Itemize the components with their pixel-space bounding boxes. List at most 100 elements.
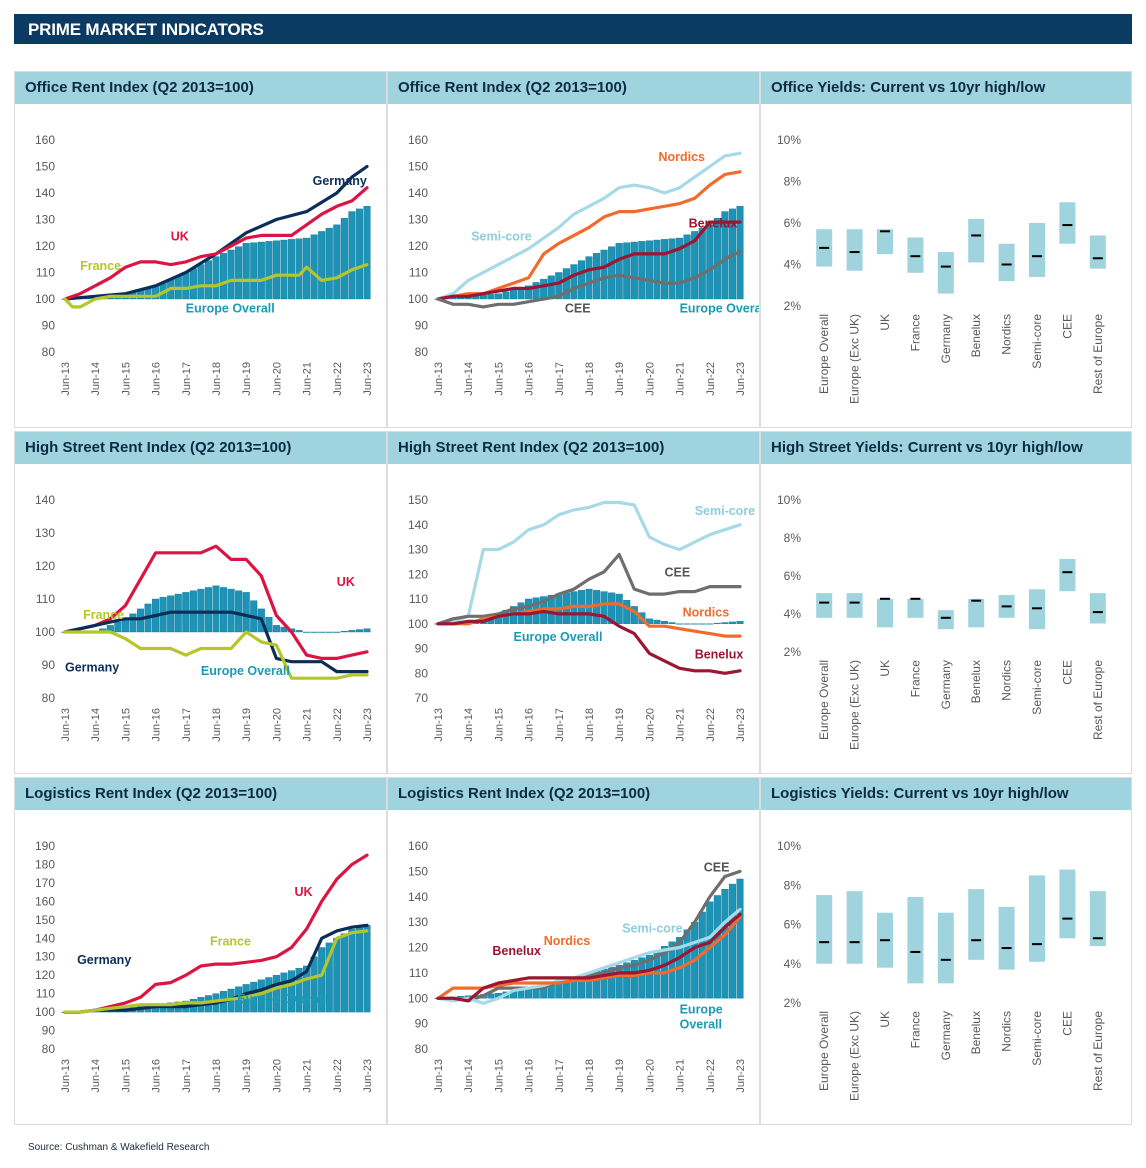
series-label: Nordics <box>544 934 591 948</box>
series-label: Semi-core <box>695 504 755 518</box>
series-label: Semi-core <box>622 921 682 935</box>
chart-office-rent-b: 80 90 100 110 120 130 140 150 160 Jun-13 Jun-14 Jun… <box>408 133 759 396</box>
series-line-benelux <box>436 912 742 1003</box>
panel-office-rent-b: Office Rent Index (Q2 2013=100) 80 90 100 1… <box>387 71 760 428</box>
x-tick-label: Jun-13 <box>433 708 445 742</box>
panel-title: Logistics Rent Index (Q2 2013=100) <box>398 785 651 802</box>
panel-title: Logistics Rent Index (Q2 2013=100) <box>25 785 278 802</box>
bar <box>204 260 212 300</box>
category-label: CEE <box>1060 314 1074 339</box>
x-tick-label: Jun-18 <box>211 708 223 742</box>
x-tick-label: Jun-16 <box>151 1059 163 1093</box>
series-line-cee <box>436 869 742 1003</box>
bar <box>363 925 371 1013</box>
bar <box>272 240 280 300</box>
y-tick-label: 90 <box>42 1024 56 1038</box>
x-tick-label: Jun-23 <box>735 708 747 742</box>
y-tick-label: 90 <box>415 1017 429 1031</box>
y-tick-label: 6% <box>784 216 802 230</box>
x-tick-label: Jun-22 <box>705 708 717 742</box>
series-label: CEE <box>704 860 730 874</box>
bar <box>555 272 563 300</box>
chart-office-rent-a: 80 90 100 110 120 130 140 150 160 Jun-13 Jun-14 Jun… <box>35 133 374 396</box>
category-label: CEE <box>1060 660 1074 685</box>
bar <box>325 631 333 633</box>
bar <box>348 928 356 1013</box>
y-tick-label: 80 <box>42 691 56 705</box>
category-label: Semi-core <box>1030 1011 1044 1066</box>
chart-office-yields: 2% 4% 6% 8% 10% Europe Overall Europe (Exc UK)… <box>777 133 1106 404</box>
bar <box>295 238 303 300</box>
panel-high-street-yields: High Street Yields: Current vs 10yr high… <box>760 431 1132 774</box>
x-tick-label: Jun-16 <box>151 708 163 742</box>
yield-range-bar <box>937 252 954 294</box>
x-tick-label: Jun-14 <box>463 362 475 396</box>
bar <box>265 241 273 300</box>
series-line-uk <box>63 853 369 1014</box>
x-tick-label: Jun-17 <box>181 1059 193 1093</box>
y-tick-label: 6% <box>784 569 802 583</box>
panel-header: Office Yields: Current vs 10yr high/low <box>761 72 1131 104</box>
yield-range-bar <box>877 229 893 255</box>
yield-range-bar <box>1089 593 1106 624</box>
x-tick-label: Jun-22 <box>705 1059 717 1093</box>
y-tick-label: 80 <box>42 1042 56 1056</box>
panel-header: Logistics Rent Index (Q2 2013=100) <box>388 778 759 810</box>
x-tick-label: Jun-21 <box>675 708 687 742</box>
bar <box>660 621 669 624</box>
yield-range-bar <box>1089 891 1106 947</box>
bar <box>638 957 646 999</box>
y-tick-label: 6% <box>784 918 802 932</box>
panel-logistics-rent-b: Logistics Rent Index (Q2 2013=100) 80 90 1… <box>387 777 760 1125</box>
x-tick-label: Jun-16 <box>151 362 163 396</box>
yield-range-bar <box>877 598 893 628</box>
series-line-cee <box>436 249 742 309</box>
yield-range-bar <box>937 912 954 984</box>
series-label: Germany <box>313 174 367 188</box>
category-label: Benelux <box>969 314 983 357</box>
series-label: Overall <box>680 1018 722 1032</box>
series-label: Germany <box>77 953 131 967</box>
bar <box>242 592 250 633</box>
series-line-cee <box>436 552 742 626</box>
bar <box>691 231 699 300</box>
x-tick-label: Jun-17 <box>554 1059 566 1093</box>
panel-header: Logistics Yields: Current vs 10yr high/l… <box>761 778 1131 810</box>
source-note: Source: Cushman & Wakefield Research <box>28 1142 210 1153</box>
y-tick-label: 4% <box>784 258 802 272</box>
x-tick-label: Jun-13 <box>433 1059 445 1093</box>
x-tick-label: Jun-18 <box>584 708 596 742</box>
y-tick-label: 10% <box>777 493 801 507</box>
bar <box>242 243 250 300</box>
bar <box>713 895 721 999</box>
series-label: Europe Overall <box>201 664 290 678</box>
bar <box>630 241 638 300</box>
chart-high-street-rent-a: 80 90 100 110 120 130 140 Jun-13 Jun-14 Jun-15 Jun… <box>35 493 374 742</box>
y-tick-label: 170 <box>35 876 55 890</box>
bar <box>280 239 288 300</box>
x-tick-label: Jun-17 <box>554 708 566 742</box>
x-tick-label: Jun-22 <box>332 708 344 742</box>
bar <box>333 224 341 300</box>
bar <box>525 285 533 300</box>
x-tick-label: Jun-15 <box>493 1059 505 1093</box>
bar <box>668 622 676 624</box>
y-tick-label: 140 <box>35 931 55 945</box>
series-line-france <box>63 929 369 1014</box>
panel-header: High Street Rent Index (Q2 2013=100) <box>15 432 386 464</box>
bar <box>340 630 348 633</box>
bar <box>615 243 623 300</box>
panel-title: Office Rent Index (Q2 2013=100) <box>25 79 254 96</box>
y-tick-label: 130 <box>35 950 55 964</box>
bar <box>623 242 631 300</box>
series-label: France <box>80 259 121 273</box>
category-label: Rest of Europe <box>1091 314 1105 394</box>
x-tick-label: Jun-20 <box>271 362 283 396</box>
y-tick-label: 70 <box>415 691 429 705</box>
bar <box>713 622 721 624</box>
x-tick-label: Jun-18 <box>211 1059 223 1093</box>
bar <box>676 237 684 300</box>
yield-range-bar <box>968 889 985 960</box>
y-tick-label: 90 <box>42 319 56 333</box>
bar <box>182 272 190 300</box>
